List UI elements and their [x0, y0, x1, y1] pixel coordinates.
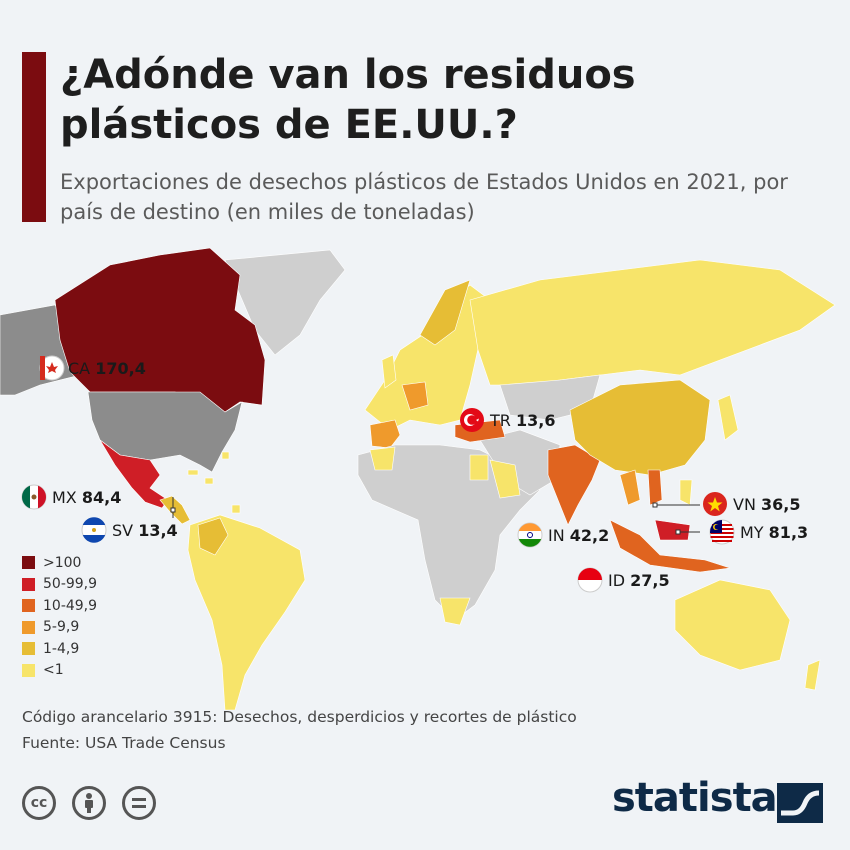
egypt-shape	[469, 454, 489, 481]
russia-shape	[469, 259, 836, 386]
map-legend: >100 50-99,9 10-49,9 5-9,9 1-4,9 <1	[22, 552, 97, 681]
leader-marker	[675, 529, 681, 535]
title-accent-bar	[22, 52, 46, 222]
philippines-shape	[679, 479, 693, 506]
south-africa-shape	[439, 597, 471, 626]
label-indonesia: ID 27,5	[577, 567, 670, 593]
india-shape	[547, 444, 601, 526]
source-note: Fuente: USA Trade Census	[22, 734, 226, 752]
label-vietnam: VN 36,5	[703, 492, 801, 516]
scandinavia-shape	[419, 279, 471, 346]
legend-swatch	[22, 620, 35, 634]
south-america-shape	[187, 514, 306, 710]
svg-text:MX 84,4: MX 84,4	[52, 488, 121, 507]
label-turkey: TR 13,6	[460, 408, 555, 432]
caribbean-island	[187, 469, 199, 476]
svg-text:ID 27,5: ID 27,5	[608, 571, 670, 590]
caribbean-island	[204, 477, 214, 485]
legend-item: 50-99,9	[22, 574, 97, 596]
china-shape	[569, 379, 711, 476]
caribbean-island	[221, 451, 230, 460]
uk-shape	[381, 354, 397, 389]
legend-swatch	[22, 642, 35, 656]
leader-marker	[170, 507, 176, 513]
legend-swatch	[22, 556, 35, 570]
statista-logo-icon[interactable]	[777, 783, 823, 823]
label-mexico: MX 84,4	[21, 484, 121, 510]
thailand-shape	[619, 469, 641, 506]
canada-shape	[54, 247, 266, 413]
svg-text:CA 170,4: CA 170,4	[68, 359, 146, 378]
footnote: Código arancelario 3915: Desechos, despe…	[22, 704, 577, 756]
legend-item: 5-9,9	[22, 617, 97, 639]
svg-text:VN 36,5: VN 36,5	[733, 495, 801, 514]
legend-item: >100	[22, 552, 97, 574]
legend-swatch	[22, 577, 35, 591]
arabia-shape	[489, 459, 521, 499]
caribbean-island	[231, 504, 241, 514]
spain-shape	[369, 419, 401, 449]
north-africa-shape	[369, 446, 396, 471]
label-canada: CA 170,4	[39, 355, 146, 381]
label-el-salvador: SV 13,4	[81, 517, 178, 543]
new-zealand-shape	[804, 659, 821, 691]
page-title: ¿Adónde van los residuos plásticos de EE…	[60, 52, 636, 148]
svg-text:TR 13,6: TR 13,6	[489, 411, 555, 430]
tariff-note: Código arancelario 3915: Desechos, despe…	[22, 708, 577, 726]
label-india: IN 42,2	[517, 522, 609, 548]
cc-icon[interactable]: cc	[22, 786, 56, 820]
vietnam-shape	[647, 469, 663, 506]
svg-text:MY 81,3: MY 81,3	[740, 523, 808, 542]
legend-item: 1-4,9	[22, 638, 97, 660]
legend-swatch	[22, 663, 35, 677]
malaysia-shape	[654, 519, 691, 541]
statista-logo-text[interactable]: statista	[612, 775, 778, 821]
page-subtitle: Exportaciones de desechos plásticos de E…	[60, 170, 788, 224]
attribution-icon[interactable]	[72, 786, 106, 820]
japan-shape	[717, 394, 739, 441]
australia-shape	[674, 579, 791, 671]
legend-swatch	[22, 599, 35, 613]
legend-item: 10-49,9	[22, 595, 97, 617]
world-map: CA 170,4 MX 84,4 SV 13,4 TR 13,6 IN 42,2…	[0, 247, 836, 710]
svg-text:SV 13,4: SV 13,4	[112, 521, 178, 540]
africa-shape	[357, 444, 541, 621]
legend-item: <1	[22, 660, 97, 682]
svg-text:IN 42,2: IN 42,2	[548, 526, 609, 545]
label-malaysia: MY 81,3	[709, 519, 808, 545]
leader-marker	[652, 502, 658, 508]
colombia-shape	[197, 517, 229, 556]
central-europe-shape	[401, 381, 429, 411]
no-derivatives-icon[interactable]	[122, 786, 156, 820]
indonesia-shape	[609, 519, 731, 573]
